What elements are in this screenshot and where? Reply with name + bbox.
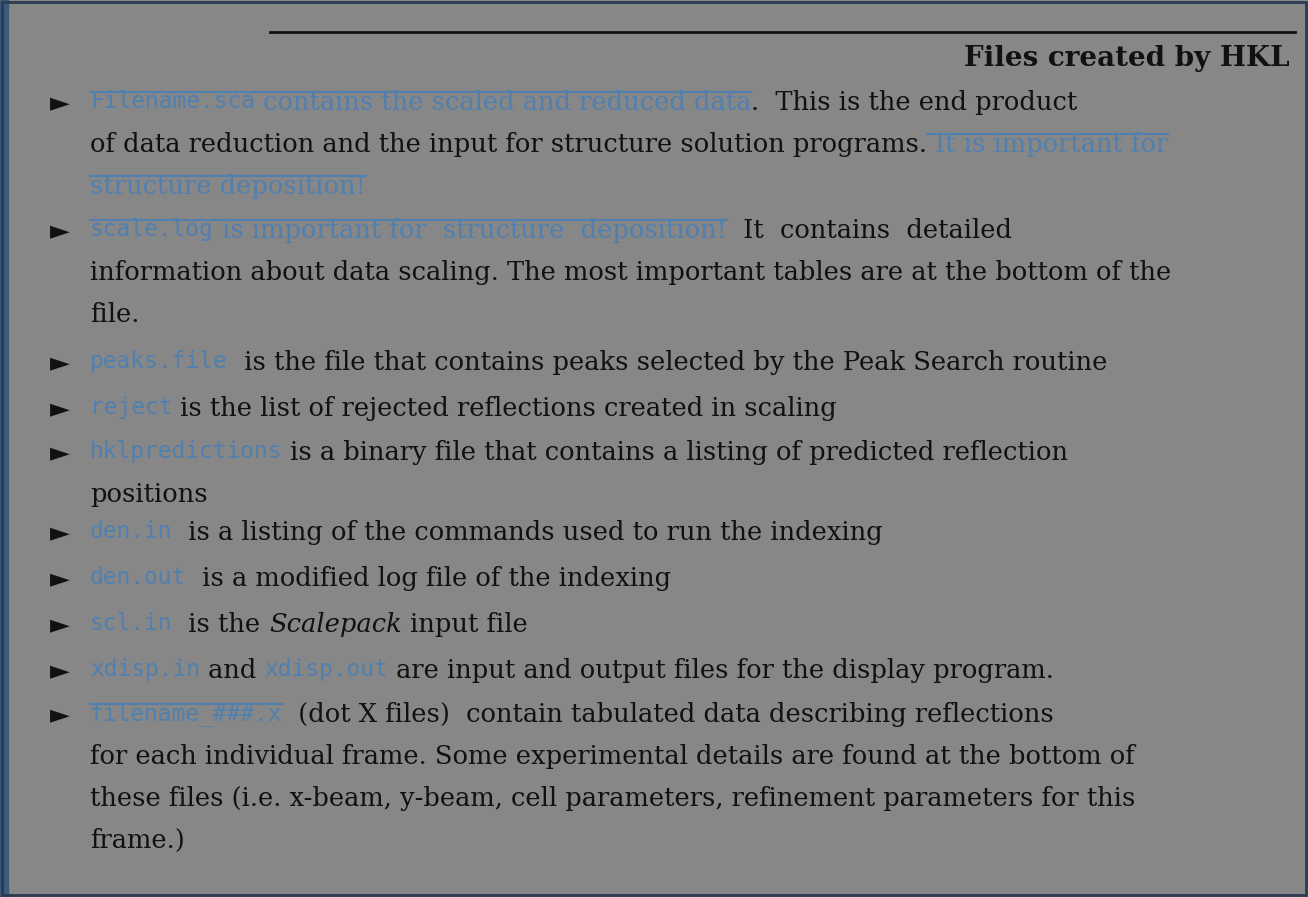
Text: positions: positions [90,482,208,507]
Text: is the file that contains peaks selected by the Peak Search routine: is the file that contains peaks selected… [228,350,1107,375]
Text: file.: file. [90,302,140,327]
Text: are input and output files for the display program.: are input and output files for the displ… [388,658,1054,683]
Text: filename_###.x: filename_###.x [90,702,283,726]
Text: ►: ► [50,658,69,684]
Text: (dot X files)  contain tabulated data describing reflections: (dot X files) contain tabulated data des… [283,702,1054,727]
Text: frame.): frame.) [90,828,184,853]
Text: ►: ► [50,440,69,466]
Text: scl.in: scl.in [90,612,173,635]
Text: peaks.file: peaks.file [90,350,228,373]
Text: ►: ► [50,702,69,728]
Text: and: and [200,658,264,683]
Text: scale.log: scale.log [90,218,213,241]
Text: is a modified log file of the indexing: is a modified log file of the indexing [186,566,671,591]
Text: Filename.sca: Filename.sca [90,90,255,113]
Text: is important for  structure  deposition!: is important for structure deposition! [213,218,727,243]
Text: for each individual frame. Some experimental details are found at the bottom of: for each individual frame. Some experime… [90,744,1135,769]
Text: these files (i.e. x-beam, y-beam, cell parameters, refinement parameters for thi: these files (i.e. x-beam, y-beam, cell p… [90,786,1135,811]
Text: is a binary file that contains a listing of predicted reflection: is a binary file that contains a listing… [283,440,1069,465]
Text: ►: ► [50,90,69,116]
Text: ►: ► [50,218,69,244]
Text: .  This is the end product: . This is the end product [751,90,1078,115]
Text: of data reduction and the input for structure solution programs.: of data reduction and the input for stru… [90,132,927,157]
Text: Scalepack: Scalepack [268,612,402,637]
Text: is a listing of the commands used to run the indexing: is a listing of the commands used to run… [173,520,883,545]
Text: hklpredictions: hklpredictions [90,440,283,463]
Text: contains the scaled and reduced data: contains the scaled and reduced data [255,90,751,115]
Text: den.out: den.out [90,566,186,589]
Text: xdisp.in: xdisp.in [90,658,200,681]
Text: xdisp.out: xdisp.out [264,658,388,681]
Text: is the list of rejected reflections created in scaling: is the list of rejected reflections crea… [173,396,837,421]
Text: ►: ► [50,396,69,422]
Text: reject: reject [90,396,173,419]
Text: den.in: den.in [90,520,173,543]
Text: ►: ► [50,612,69,638]
Text: information about data scaling. The most important tables are at the bottom of t: information about data scaling. The most… [90,260,1171,285]
Text: It is important for: It is important for [927,132,1168,157]
Text: ►: ► [50,350,69,376]
Bar [0,0,8,897]
Text: ►: ► [50,566,69,592]
Text: structure deposition!: structure deposition! [90,174,366,199]
Text: ►: ► [50,520,69,546]
Text: Files created by HKL: Files created by HKL [964,45,1290,72]
Text: input file: input file [402,612,527,637]
Text: It  contains  detailed: It contains detailed [727,218,1012,243]
Text: is the: is the [173,612,268,637]
